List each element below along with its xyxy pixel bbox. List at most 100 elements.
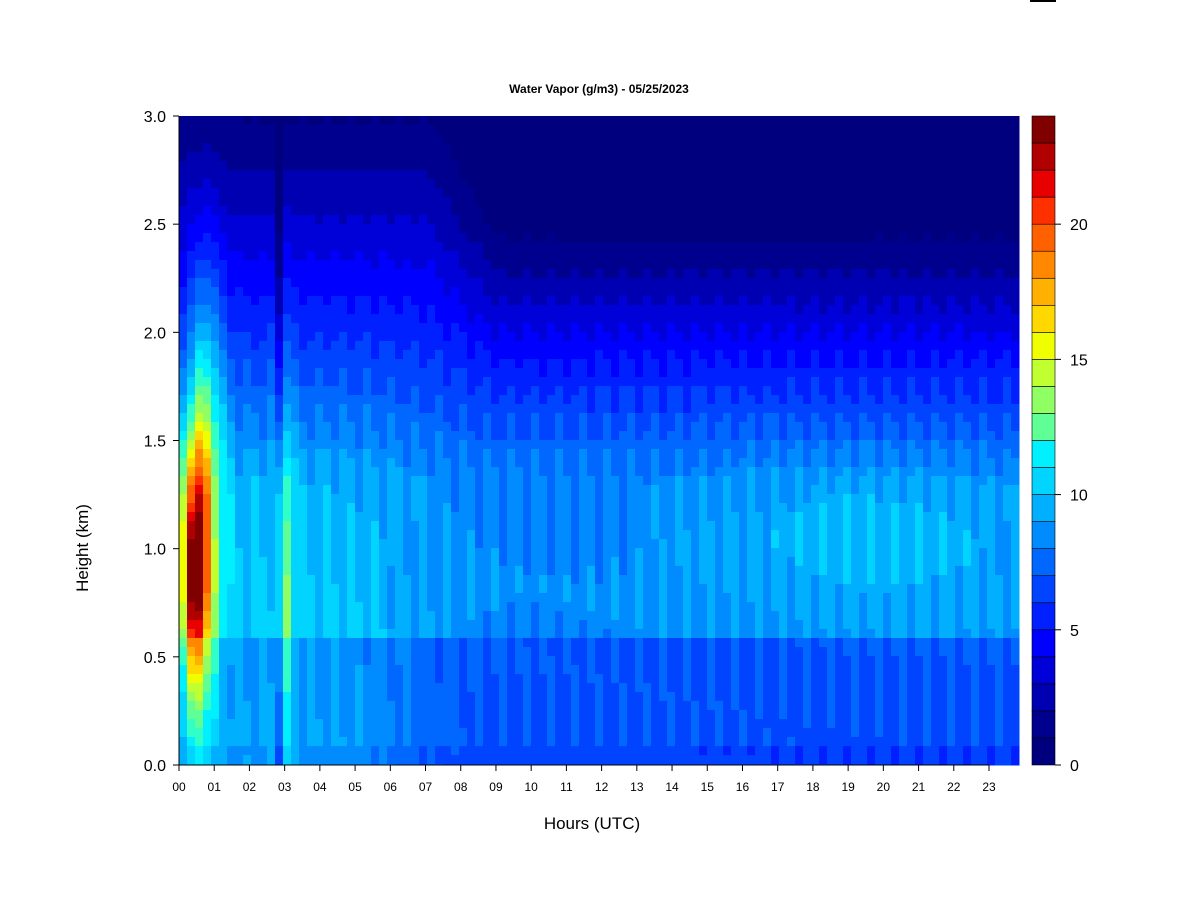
heatmap-cell xyxy=(299,314,308,324)
heatmap-cell xyxy=(387,494,396,504)
heatmap-cell xyxy=(515,647,524,657)
heatmap-cell xyxy=(283,440,292,450)
heatmap-cell xyxy=(323,683,332,693)
heatmap-cell xyxy=(611,368,620,378)
heatmap-cell xyxy=(339,656,348,666)
heatmap-cell xyxy=(475,368,484,378)
heatmap-cell xyxy=(179,296,188,306)
heatmap-cell xyxy=(267,314,276,324)
heatmap-cell xyxy=(395,602,404,612)
heatmap-cell xyxy=(499,233,508,243)
heatmap-cell xyxy=(611,206,620,216)
heatmap-cell xyxy=(683,377,692,387)
heatmap-cell xyxy=(619,242,628,252)
heatmap-cell xyxy=(667,611,676,621)
heatmap-cell xyxy=(203,746,212,756)
heatmap-cell xyxy=(595,611,604,621)
heatmap-cell xyxy=(691,584,700,594)
heatmap-cell xyxy=(491,125,500,135)
heatmap-cell xyxy=(595,539,604,549)
heatmap-cell xyxy=(283,710,292,720)
heatmap-cell xyxy=(531,656,540,666)
heatmap-cell xyxy=(587,143,596,153)
heatmap-cell xyxy=(387,548,396,558)
heatmap-cell xyxy=(507,512,516,522)
heatmap-cell xyxy=(275,710,284,720)
heatmap-cell xyxy=(203,656,212,666)
heatmap-cell xyxy=(403,215,412,225)
heatmap-cell xyxy=(299,674,308,684)
heatmap-cell xyxy=(291,260,300,270)
heatmap-cell xyxy=(427,332,436,342)
heatmap-cell xyxy=(243,458,252,468)
heatmap-cell xyxy=(291,710,300,720)
heatmap-cell xyxy=(347,296,356,306)
heatmap-cell xyxy=(219,188,228,198)
heatmap-cell xyxy=(371,287,380,297)
heatmap-cell xyxy=(219,719,228,729)
heatmap-cell xyxy=(683,521,692,531)
heatmap-cell xyxy=(603,656,612,666)
heatmap-cell xyxy=(203,305,212,315)
heatmap-cell xyxy=(523,638,532,648)
heatmap-cell xyxy=(195,116,204,126)
heatmap-cell xyxy=(667,728,676,738)
heatmap-cell xyxy=(571,566,580,576)
heatmap-cell xyxy=(555,611,564,621)
heatmap-cell xyxy=(699,152,708,162)
heatmap-cell xyxy=(315,215,324,225)
heatmap-cell xyxy=(411,116,420,126)
heatmap-cell xyxy=(467,188,476,198)
heatmap-cell xyxy=(299,359,308,369)
heatmap-cell xyxy=(315,674,324,684)
heatmap-cell xyxy=(595,125,604,135)
heatmap-cell xyxy=(667,458,676,468)
heatmap-cell xyxy=(179,647,188,657)
heatmap-cell xyxy=(611,278,620,288)
heatmap-cell xyxy=(547,152,556,162)
heatmap-cell xyxy=(435,503,444,513)
heatmap-cell xyxy=(627,647,636,657)
heatmap-cell xyxy=(659,647,668,657)
heatmap-cell xyxy=(411,557,420,567)
heatmap-cell xyxy=(571,170,580,180)
heatmap-cell xyxy=(211,314,220,324)
heatmap-cell xyxy=(267,143,276,153)
heatmap-cell xyxy=(371,620,380,630)
heatmap-cell xyxy=(307,512,316,522)
heatmap-cell xyxy=(523,584,532,594)
heatmap-cell xyxy=(523,494,532,504)
heatmap-cell xyxy=(419,305,428,315)
heatmap-cell xyxy=(323,188,332,198)
heatmap-cell xyxy=(587,602,596,612)
heatmap-cell xyxy=(595,557,604,567)
heatmap-cell xyxy=(619,152,628,162)
heatmap-cell xyxy=(555,215,564,225)
heatmap-cell xyxy=(379,539,388,549)
heatmap-cell xyxy=(451,737,460,747)
heatmap-cell xyxy=(283,125,292,135)
heatmap-cell xyxy=(283,476,292,486)
heatmap-cell xyxy=(355,539,364,549)
heatmap-cell xyxy=(387,143,396,153)
heatmap-cell xyxy=(419,494,428,504)
heatmap-cell xyxy=(315,476,324,486)
heatmap-cell xyxy=(675,278,684,288)
heatmap-cell xyxy=(459,305,468,315)
heatmap-cell xyxy=(459,323,468,333)
heatmap-cell xyxy=(219,215,228,225)
heatmap-cell xyxy=(403,170,412,180)
heatmap-cell xyxy=(603,674,612,684)
heatmap-cell xyxy=(339,188,348,198)
heatmap-cell xyxy=(211,206,220,216)
heatmap-cell xyxy=(499,152,508,162)
heatmap-cell xyxy=(203,179,212,189)
heatmap-cell xyxy=(627,233,636,243)
heatmap-cell xyxy=(211,125,220,135)
heatmap-cell xyxy=(563,656,572,666)
heatmap-cell xyxy=(435,674,444,684)
heatmap-cell xyxy=(203,404,212,414)
heatmap-cell xyxy=(259,503,268,513)
heatmap-cell xyxy=(371,728,380,738)
heatmap-cell xyxy=(315,593,324,603)
